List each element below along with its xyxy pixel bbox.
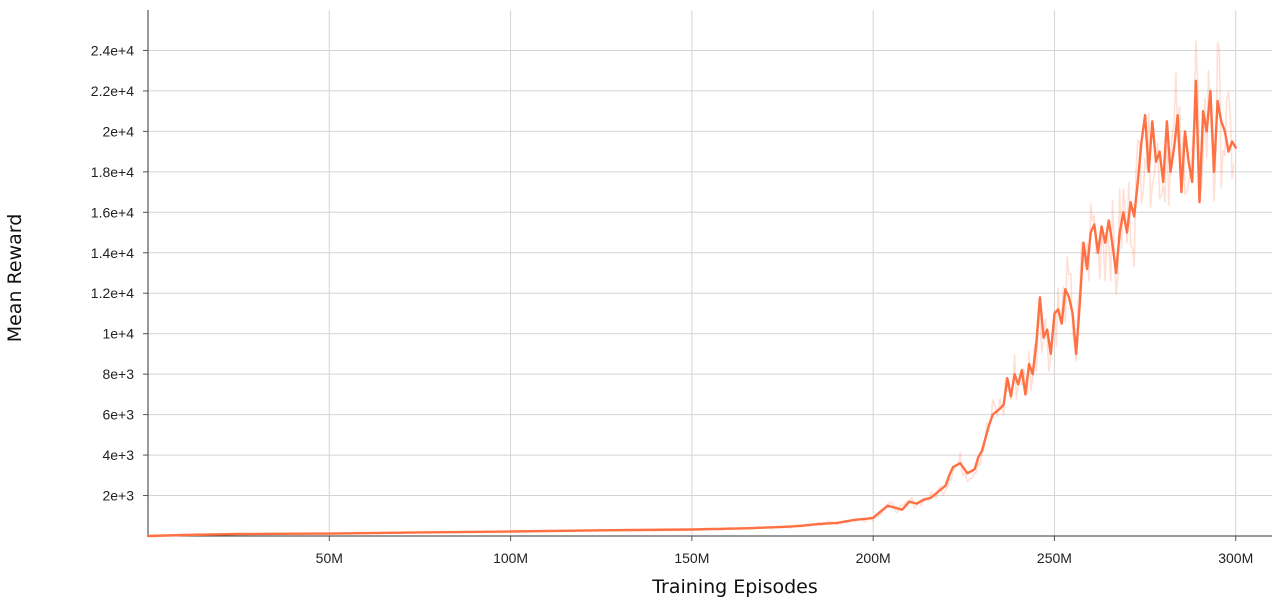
y-tick-label: 1.6e+4: [91, 204, 134, 220]
y-tick-label: 1e+4: [102, 326, 134, 342]
series-raw-line: [147, 40, 1235, 537]
y-tick-label: 8e+3: [102, 366, 134, 382]
x-tick-label: 100M: [493, 550, 528, 566]
y-tick-label: 1.2e+4: [91, 285, 134, 301]
y-tick-label: 6e+3: [102, 407, 134, 423]
x-tick-label: 200M: [856, 550, 891, 566]
x-tick-label: 250M: [1037, 550, 1072, 566]
y-axis-title: Mean Reward: [4, 214, 26, 343]
y-gridlines: [148, 49, 1272, 497]
y-tick-label: 2.2e+4: [91, 83, 134, 99]
y-tick-label: 2.4e+4: [91, 42, 134, 58]
y-tick-label: 4e+3: [102, 447, 134, 463]
y-tick-label: 2e+3: [102, 488, 134, 504]
x-tick-label: 150M: [674, 550, 709, 566]
x-tick-label: 300M: [1218, 550, 1253, 566]
raw-series-band: [147, 40, 1235, 537]
x-gridlines: [328, 10, 1237, 536]
series-layer: [146, 79, 1237, 538]
x-axis-title: Training Episodes: [651, 576, 818, 598]
x-tick-labels: 50M 100M 150M 200M 250M 300M: [316, 536, 1253, 566]
x-tick-label: 50M: [316, 550, 343, 566]
y-tick-labels: 2e+3 4e+3 6e+3 8e+3 1e+4 1.2e+4 1.4e+4 1.6e+4 1.…: [91, 42, 148, 504]
series-line: [146, 79, 1237, 538]
y-tick-label: 1.8e+4: [91, 164, 134, 180]
y-tick-label: 2e+4: [102, 123, 134, 139]
y-tick-label: 1.4e+4: [91, 245, 134, 261]
